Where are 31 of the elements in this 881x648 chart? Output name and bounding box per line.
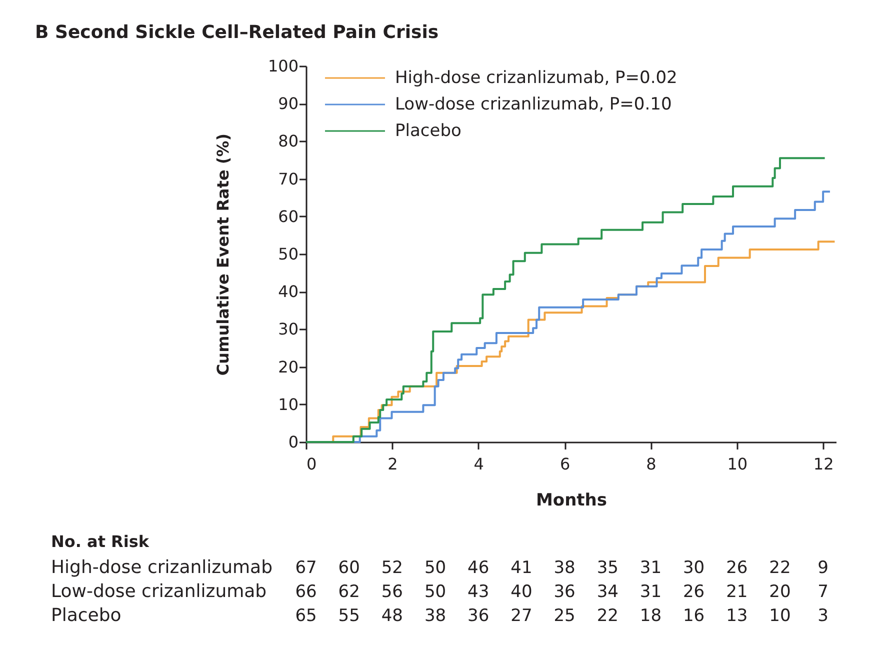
chart-title: B Second Sickle Cell–Related Pain Crisis — [35, 22, 439, 43]
y-tick-label: 70 — [278, 169, 298, 188]
y-tick-label: 0 — [288, 432, 298, 452]
y-tick-label: 20 — [278, 357, 298, 376]
text: 65 55 48 38 36 27 25 22 18 16 13 10 3 — [295, 606, 828, 626]
x-tick-label: 8 — [646, 454, 656, 474]
x-tick-label: 4 — [474, 454, 484, 474]
y-tick-label: 50 — [278, 244, 298, 264]
text: 67 60 52 50 46 41 38 35 31 30 26 22 9 — [295, 558, 828, 578]
x-tick-label: 12 — [813, 454, 834, 474]
x-tick-label: 10 — [727, 454, 748, 474]
legend-label: High-dose crizanlizumab, P=0.02 — [395, 68, 678, 88]
text: Placebo — [51, 605, 122, 626]
y-tick-label: 80 — [278, 132, 298, 151]
y-axis-title: Cumulative Event Rate (%) — [214, 133, 232, 376]
legend-label: Low-dose crizanlizumab, P=0.10 — [395, 94, 672, 114]
y-tick-label: 60 — [278, 206, 298, 226]
y-tick-label: 10 — [278, 394, 298, 414]
legend-label: Placebo — [395, 121, 462, 141]
y-tick-label: 30 — [278, 320, 298, 339]
x-tick-label: 2 — [388, 454, 398, 474]
text: Low-dose crizanlizumab — [51, 581, 267, 602]
y-tick-label: 40 — [278, 282, 298, 302]
x-tick-label: 6 — [560, 454, 570, 474]
x-axis-title: Months — [536, 490, 608, 510]
y-tick-label: 100 — [268, 56, 298, 76]
text: 66 62 56 50 43 40 36 34 31 26 21 20 7 — [295, 582, 828, 602]
text: No. at Risk — [51, 532, 150, 551]
text: High-dose crizanlizumab — [51, 557, 273, 578]
x-tick-label: 0 — [306, 454, 317, 474]
y-tick-label: 90 — [278, 94, 298, 114]
